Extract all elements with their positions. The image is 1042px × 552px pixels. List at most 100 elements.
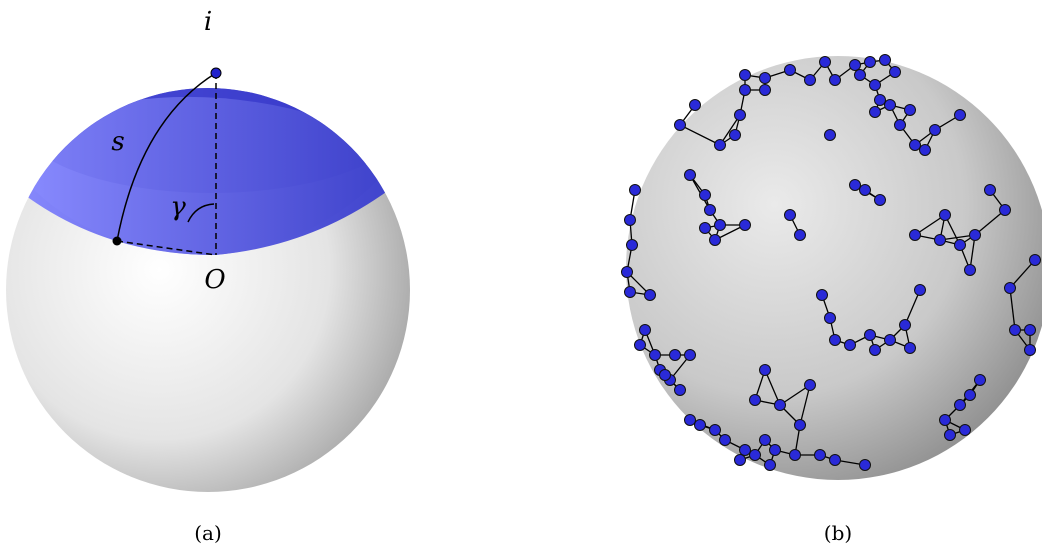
node — [855, 70, 866, 81]
caption-b: (b) — [824, 521, 852, 545]
label-s: s — [111, 127, 124, 157]
node — [955, 110, 966, 121]
node — [750, 395, 761, 406]
label-i: i — [204, 7, 212, 37]
panel-a: i s γ O (a) — [0, 7, 420, 545]
node — [945, 430, 956, 441]
node — [625, 287, 636, 298]
node — [905, 343, 916, 354]
node — [645, 290, 656, 301]
node — [765, 460, 776, 471]
node — [940, 415, 951, 426]
node — [915, 285, 926, 296]
node — [825, 130, 836, 141]
label-o: O — [204, 265, 225, 295]
node — [940, 210, 951, 221]
node — [850, 60, 861, 71]
node — [760, 435, 771, 446]
node — [630, 185, 641, 196]
node — [880, 55, 891, 66]
node — [860, 185, 871, 196]
node — [830, 75, 841, 86]
node — [875, 195, 886, 206]
node — [715, 140, 726, 151]
point — [113, 237, 122, 246]
node — [700, 190, 711, 201]
node — [730, 130, 741, 141]
node — [775, 400, 786, 411]
node — [865, 330, 876, 341]
node — [705, 205, 716, 216]
node — [960, 425, 971, 436]
node — [820, 57, 831, 68]
node — [1025, 345, 1036, 356]
node — [935, 235, 946, 246]
label-gamma: γ — [170, 192, 186, 222]
node — [685, 350, 696, 361]
node — [770, 445, 781, 456]
node — [695, 420, 706, 431]
node — [825, 313, 836, 324]
node — [875, 95, 886, 106]
node — [900, 320, 911, 331]
node — [975, 375, 986, 386]
node — [920, 145, 931, 156]
node — [785, 65, 796, 76]
node — [817, 290, 828, 301]
node — [885, 100, 896, 111]
node — [805, 380, 816, 391]
node — [1030, 255, 1041, 266]
node — [970, 230, 981, 241]
node — [965, 390, 976, 401]
node — [720, 435, 731, 446]
node — [710, 235, 721, 246]
node — [850, 180, 861, 191]
node — [815, 450, 826, 461]
node — [870, 107, 881, 118]
node — [675, 120, 686, 131]
node — [1010, 325, 1021, 336]
node — [830, 455, 841, 466]
node — [865, 57, 876, 68]
node — [845, 340, 856, 351]
node — [760, 73, 771, 84]
node — [740, 85, 751, 96]
node — [910, 140, 921, 151]
node — [1005, 283, 1016, 294]
node — [890, 67, 901, 78]
node — [650, 350, 661, 361]
node-i — [211, 68, 221, 78]
node — [750, 450, 761, 461]
node — [675, 385, 686, 396]
node — [830, 335, 841, 346]
node — [870, 80, 881, 91]
caption-a: (a) — [194, 521, 222, 545]
node — [622, 267, 633, 278]
node — [735, 110, 746, 121]
node — [785, 210, 796, 221]
node — [760, 365, 771, 376]
node — [625, 215, 636, 226]
node — [1000, 205, 1011, 216]
node — [1025, 325, 1036, 336]
node — [955, 240, 966, 251]
node — [965, 265, 976, 276]
node — [735, 455, 746, 466]
node — [895, 120, 906, 131]
node — [635, 340, 646, 351]
node — [870, 345, 881, 356]
node — [885, 335, 896, 346]
node — [715, 220, 726, 231]
panel-b: (b) — [622, 55, 1042, 546]
node — [905, 105, 916, 116]
node — [740, 220, 751, 231]
node — [805, 75, 816, 86]
node — [985, 185, 996, 196]
node — [910, 230, 921, 241]
node — [955, 400, 966, 411]
node — [860, 460, 871, 471]
node — [660, 370, 671, 381]
node — [795, 230, 806, 241]
node — [670, 350, 681, 361]
